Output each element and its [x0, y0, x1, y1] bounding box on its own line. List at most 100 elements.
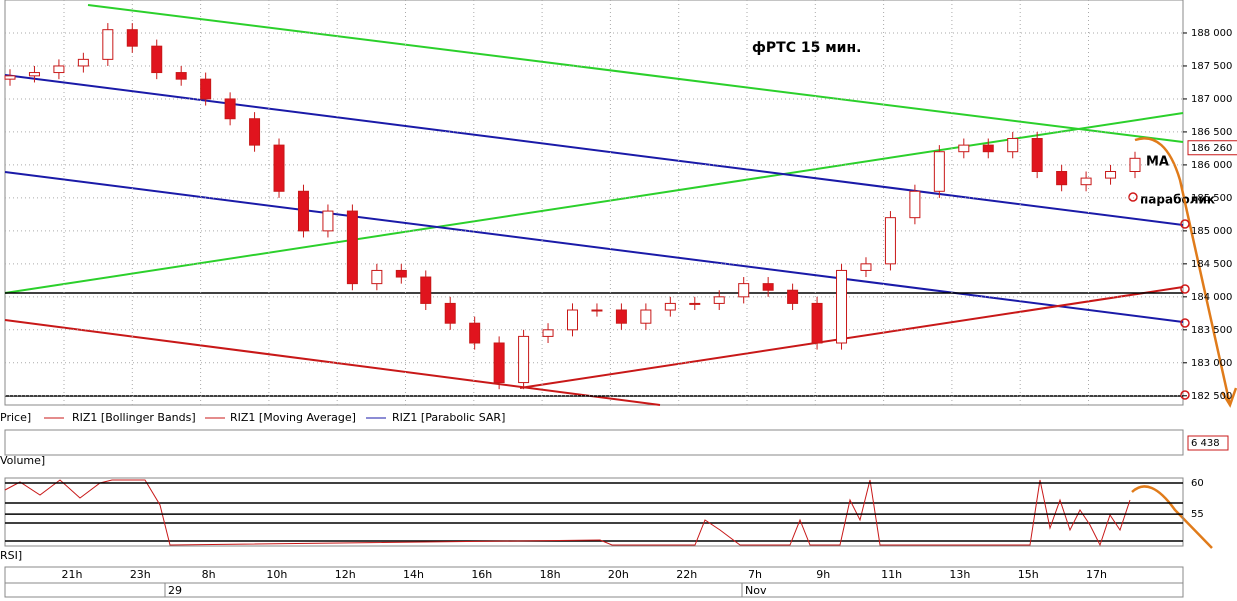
candle-body — [591, 309, 603, 312]
legend-entry: RIZ1 [Bollinger Bands] — [72, 411, 196, 424]
rsi-tick-label: 60 — [1191, 478, 1204, 489]
candle-body — [371, 269, 383, 285]
x-tick-label: 12h — [335, 568, 356, 581]
x-tick-label: 15h — [1018, 568, 1039, 581]
candle-body — [4, 75, 16, 80]
candle-body — [738, 283, 750, 298]
volume-tag — [1187, 435, 1229, 451]
candle-body — [664, 302, 676, 311]
x-tick-label: 9h — [816, 568, 830, 581]
candle-body — [762, 283, 774, 291]
panel-label: Volume] — [0, 454, 45, 467]
rsi-line — [4, 479, 1131, 547]
chart-title: фРТС 15 мин. — [752, 40, 861, 56]
candle-body — [713, 296, 725, 304]
candle-body — [787, 289, 799, 304]
candle-body — [811, 302, 823, 344]
candle-body — [884, 217, 896, 265]
rsi-tick-label: 55 — [1191, 509, 1204, 520]
x-tick-label: 17h — [1086, 568, 1107, 581]
x-tick-label: 20h — [608, 568, 629, 581]
rsi-levels — [5, 502, 1183, 542]
candle-body — [860, 263, 872, 271]
candle-body — [126, 29, 138, 47]
candle-body — [1031, 138, 1043, 172]
legend-entry: RIZ1 [Parabolic SAR] — [392, 411, 505, 424]
candle-body — [567, 309, 578, 331]
candle-body — [689, 302, 701, 305]
candle-body — [542, 329, 554, 337]
y-tick-label: 186 000 — [1191, 160, 1232, 171]
x-tick-label: 7h — [748, 568, 762, 581]
candle-body — [982, 144, 994, 153]
legend-entry: Price] — [0, 411, 31, 424]
annotation: MA — [1146, 155, 1169, 170]
candle-body — [933, 151, 945, 192]
candle-body — [469, 322, 481, 344]
candle-body — [493, 342, 505, 384]
candle-body — [102, 29, 114, 60]
candle-body — [200, 78, 212, 100]
price-panel — [4, 0, 1184, 406]
candle-body — [224, 98, 236, 120]
x-tick-label: 23h — [130, 568, 151, 581]
y-tick-label: 183 000 — [1191, 358, 1232, 369]
candle-body — [640, 309, 652, 324]
x-tick-label: 8h — [202, 568, 216, 581]
y-tick-label: 185 500 — [1191, 193, 1232, 204]
price-tag — [1187, 140, 1237, 156]
candle-body — [273, 144, 285, 192]
y-tick-label: 182 500 — [1191, 391, 1232, 402]
volume-panel — [4, 429, 1184, 456]
candle-body — [297, 190, 309, 232]
trend-lines — [4, 4, 1184, 406]
y-tick-label: 187 500 — [1191, 61, 1232, 72]
candle-body — [53, 65, 65, 74]
candle-body — [322, 210, 334, 232]
candle-body — [444, 302, 456, 324]
candle-body — [395, 269, 407, 278]
legend: Price] RIZ1 [Bollinger Bands] RIZ1 [Movi… — [0, 411, 505, 424]
rsi-panel — [4, 477, 1184, 547]
x-tick-label: 22h — [676, 568, 697, 581]
candle-body — [1105, 170, 1117, 179]
y-tick-label: 183 500 — [1191, 325, 1232, 336]
x-tick-label: 16h — [471, 568, 492, 581]
x-tick-label: 18h — [540, 568, 561, 581]
y-tick-label: 184 500 — [1191, 259, 1232, 270]
x-tick-label: 13h — [949, 568, 970, 581]
candle-body — [420, 276, 432, 304]
price-tag-label: 186 260 — [1191, 143, 1232, 154]
candle-body — [28, 72, 40, 77]
candle-body — [346, 210, 358, 285]
candle-body — [1007, 138, 1019, 153]
candle-body — [518, 335, 530, 384]
candle-body — [249, 118, 261, 146]
annotation: параболик — [1140, 193, 1215, 207]
x-tick-label: 10h — [266, 568, 287, 581]
candle-body — [615, 309, 627, 324]
y-tick-label: 188 000 — [1191, 28, 1232, 39]
candle-body — [909, 190, 921, 219]
y-tick-label: 186 500 — [1191, 127, 1232, 138]
x-tick-label: 11h — [881, 568, 902, 581]
candle-body — [151, 45, 163, 74]
volume-tag-label: 6 438 — [1191, 438, 1220, 449]
forecast-arrows — [1128, 137, 1237, 549]
x-tick-label: 21h — [62, 568, 83, 581]
date-label: 29 — [168, 584, 182, 597]
candle-body — [77, 58, 89, 67]
candle-body — [1080, 177, 1092, 186]
y-tick-label: 187 000 — [1191, 94, 1232, 105]
candle-body — [175, 72, 187, 80]
candle-body — [1129, 157, 1141, 172]
date-label: Nov — [745, 584, 767, 597]
y-tick-label: 185 000 — [1191, 226, 1232, 237]
candle-body — [836, 269, 848, 344]
y-tick-label: 184 000 — [1191, 292, 1232, 303]
time-axis — [4, 566, 1184, 598]
panel-label: RSI] — [0, 549, 22, 562]
x-tick-label: 14h — [403, 568, 424, 581]
candle-body — [1056, 170, 1068, 186]
